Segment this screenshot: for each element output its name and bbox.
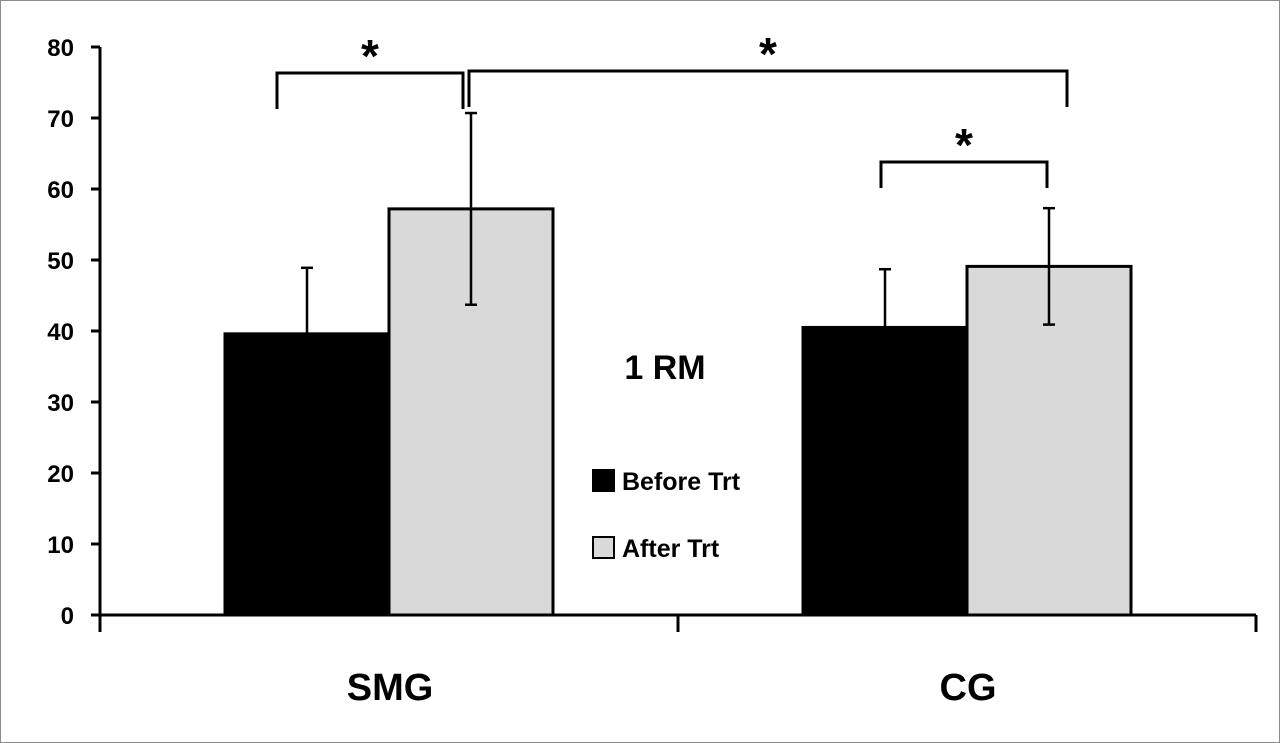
y-tick-label: 50 xyxy=(47,248,74,275)
y-tick-label: 60 xyxy=(47,177,74,204)
y-tick-label: 0 xyxy=(61,603,74,630)
significance-bracket xyxy=(467,69,1069,107)
legend-label: After Trt xyxy=(622,535,720,563)
significance-bracket xyxy=(879,160,1049,188)
y-tick-label: 40 xyxy=(47,319,74,346)
x-category-label: CG xyxy=(940,667,997,709)
y-tick-label: 20 xyxy=(47,461,74,488)
y-tick-label: 30 xyxy=(47,390,74,417)
legend-swatch xyxy=(592,536,615,559)
legend: Before Trt After Trt xyxy=(592,468,741,563)
significance-bracket xyxy=(275,71,465,109)
significance-star: * xyxy=(955,119,973,171)
significance-star: * xyxy=(759,28,777,80)
x-category-label: SMG xyxy=(347,667,434,709)
y-tick-label: 70 xyxy=(47,106,74,133)
chart-title: 1 RM xyxy=(624,349,705,387)
y-tick-label: 10 xyxy=(47,532,74,559)
y-tick-label: 80 xyxy=(47,35,74,62)
error-bars xyxy=(301,111,1055,402)
legend-label: Before Trt xyxy=(622,468,741,496)
significance-brackets: * * * xyxy=(275,28,1069,188)
legend-swatch xyxy=(592,469,615,492)
significance-star: * xyxy=(361,30,379,82)
